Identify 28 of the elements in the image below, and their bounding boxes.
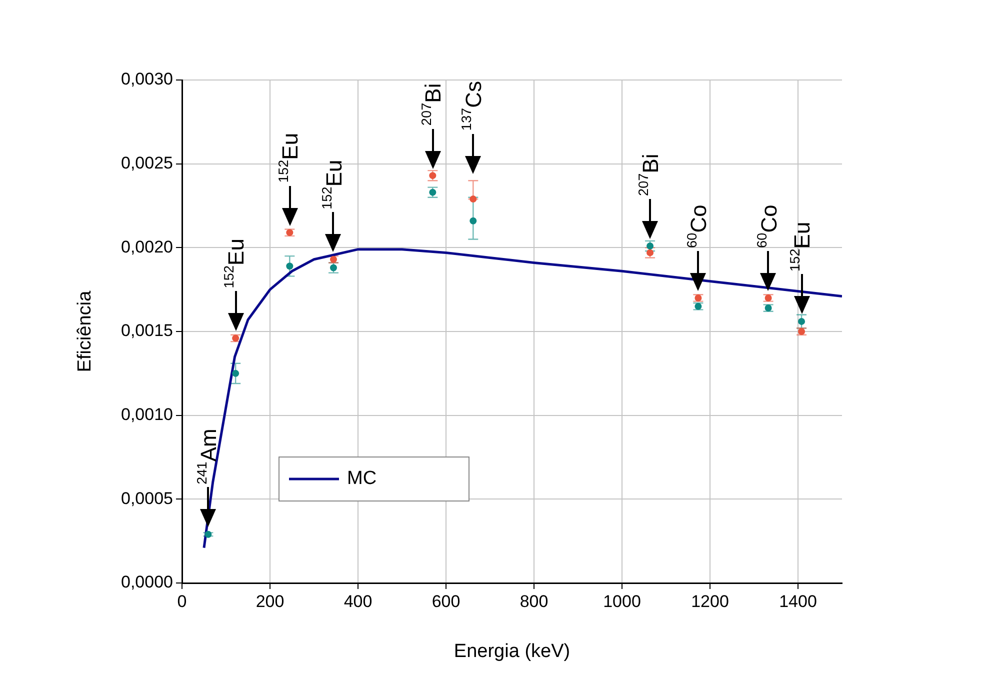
x-tick-label: 0: [177, 592, 187, 611]
annotation: 152Eu: [276, 132, 303, 183]
y-axis-title: Eficiência: [74, 290, 96, 372]
x-tick-label: 1200: [691, 592, 729, 611]
annotation: 207Bi: [636, 154, 664, 196]
x-axis-title: Energia (keV): [454, 640, 570, 662]
x-tick-label: 800: [520, 592, 548, 611]
y-tick-label: 0,0015: [121, 321, 173, 340]
y-tick-label: 0,0030: [121, 70, 173, 89]
y-tick-label: 0,0020: [121, 237, 173, 256]
y-tick-label: 0,0025: [121, 154, 173, 173]
x-tick-label: 600: [432, 592, 460, 611]
x-tick-label: 1400: [779, 592, 817, 611]
annotation: 152Eu: [222, 238, 249, 288]
y-tick-label: 0,0010: [121, 405, 173, 424]
annotation: 207Bi: [418, 83, 446, 126]
y-tick-label: 0,0005: [121, 488, 173, 508]
annotation: 60Co: [684, 204, 712, 248]
y-tick-label: 0,0000: [121, 572, 173, 592]
annotation: 152Eu: [788, 222, 815, 272]
legend-label: MC: [347, 468, 377, 490]
x-tick-label: 200: [256, 592, 284, 611]
annotation: 137Cs: [459, 80, 486, 131]
x-tick-label: 400: [344, 592, 372, 611]
annotation: 241Am: [194, 428, 222, 484]
annotation: 152Eu: [320, 160, 346, 210]
annotation: 60Co: [754, 204, 782, 248]
x-tick-label: 1000: [603, 592, 641, 611]
